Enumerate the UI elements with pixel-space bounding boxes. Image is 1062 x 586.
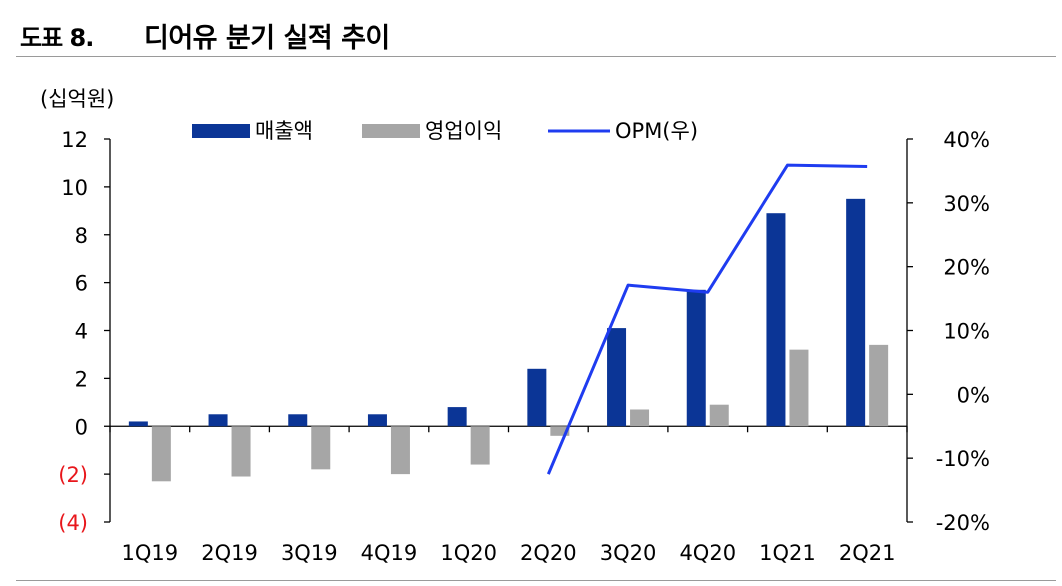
figure-title: 디어유 분기 실적 추이	[144, 23, 390, 54]
x-axis-tick-label: 1Q19	[122, 541, 179, 565]
left-axis-tick-label: 2	[75, 367, 88, 391]
legend-swatch	[362, 124, 420, 138]
bar-operating-profit	[231, 426, 251, 477]
bar-operating-profit	[630, 409, 650, 427]
bar-operating-profit	[311, 426, 331, 470]
left-axis-unit-label: (십억원)	[40, 87, 114, 111]
bar-operating-profit	[390, 426, 410, 475]
bar-revenue	[686, 289, 706, 427]
left-axis-tick-label: 0	[75, 415, 88, 439]
bar-revenue	[447, 407, 467, 427]
left-axis-tick-label: 6	[75, 272, 88, 296]
left-axis-tick-label: 10	[61, 176, 88, 200]
bar-operating-profit	[709, 404, 729, 427]
x-axis-tick-label: 4Q19	[361, 541, 418, 565]
bar-operating-profit	[550, 426, 570, 436]
x-axis-tick-label: 2Q20	[520, 541, 577, 565]
left-axis-tick-label: 8	[75, 224, 88, 248]
figure-header: 도표 8. 디어유 분기 실적 추이	[0, 0, 1062, 58]
opm-line	[546, 163, 868, 475]
opm-line-path	[546, 163, 868, 475]
legend-label: OPM(우)	[615, 119, 698, 143]
bar-revenue	[766, 213, 786, 427]
bar-operating-profit	[869, 344, 889, 427]
left-axis-tick-label: 12	[61, 128, 88, 152]
bar-operating-profit	[151, 426, 171, 482]
x-axis-tick-label: 3Q20	[600, 541, 657, 565]
right-axis-tick-label: -20%	[936, 511, 990, 535]
right-axis-tick-label: -10%	[936, 447, 990, 471]
bar-operating-profit	[470, 426, 490, 465]
legend-label: 매출액	[255, 119, 313, 143]
left-axis-tick-label: (4)	[58, 511, 88, 535]
bar-revenue	[367, 414, 387, 427]
bars	[128, 198, 889, 482]
x-axis-tick-label: 3Q19	[281, 541, 338, 565]
legend: 매출액 영업이익 OPM(우)	[192, 119, 698, 143]
bar-operating-profit	[789, 349, 809, 427]
top-divider	[16, 56, 1056, 57]
right-axis-tick-label: 0%	[957, 383, 990, 407]
figure-number: 도표 8.	[20, 24, 94, 52]
legend-swatch	[192, 124, 250, 138]
x-axis-tick-label: 4Q20	[679, 541, 736, 565]
right-axis-tick-label: 30%	[943, 192, 990, 216]
x-axis-tick-label: 1Q21	[759, 541, 816, 565]
x-axis-tick-label: 2Q21	[839, 541, 896, 565]
bar-revenue	[527, 368, 547, 427]
right-axis-tick-label: 20%	[943, 256, 990, 280]
left-axis-tick-label: (2)	[58, 463, 88, 487]
bottom-divider	[16, 580, 1056, 581]
bar-revenue	[288, 414, 308, 427]
x-axis-tick-label: 2Q19	[201, 541, 258, 565]
legend-label: 영업이익	[425, 119, 502, 143]
right-axis-tick-label: 40%	[943, 128, 990, 152]
left-axis-tick-label: 4	[75, 320, 88, 344]
bar-revenue	[128, 421, 148, 427]
x-axis-tick-label: 1Q20	[440, 541, 497, 565]
bar-revenue	[607, 328, 627, 427]
right-axis-tick-label: 10%	[943, 320, 990, 344]
bar-revenue	[846, 198, 866, 427]
axes: 12 10 8 6 4 2 0 (2) (4) 40% 30% 20% 10% 0% -10% -20% 1Q1…	[58, 128, 990, 565]
bar-revenue	[208, 414, 228, 427]
